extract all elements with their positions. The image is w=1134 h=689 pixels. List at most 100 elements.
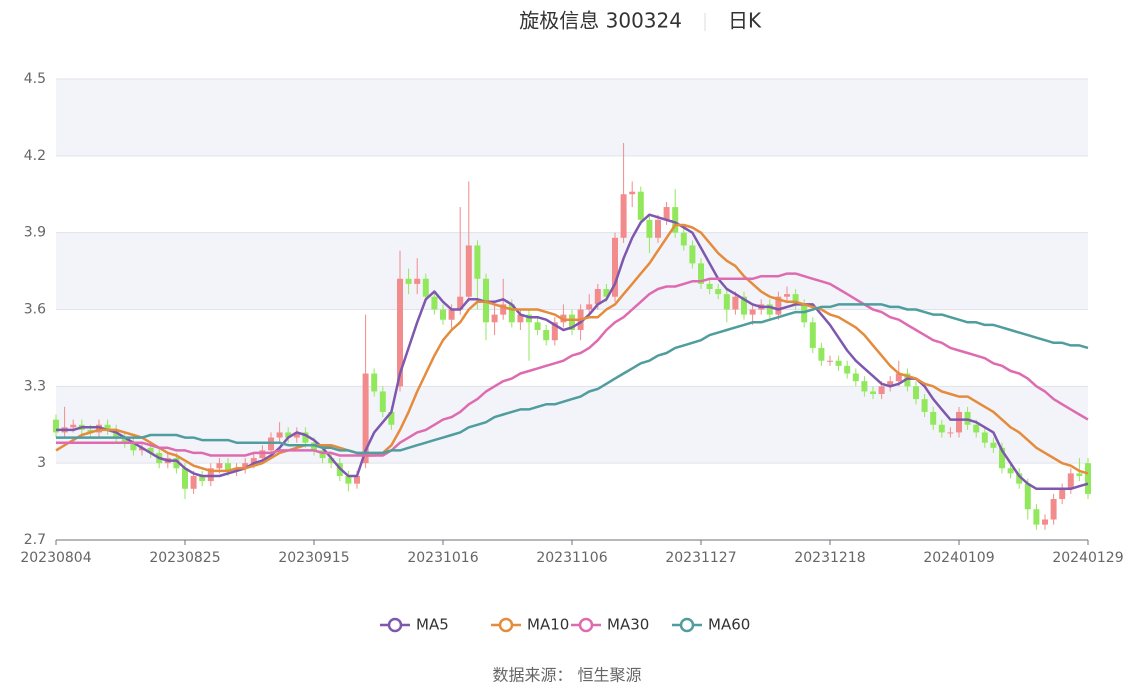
candle	[981, 427, 988, 448]
candle	[293, 427, 300, 443]
candle	[345, 470, 352, 492]
candle	[431, 291, 438, 315]
y-tick-label: 3	[37, 455, 46, 471]
candle-body	[508, 304, 515, 323]
candle	[844, 360, 851, 379]
candle	[104, 419, 111, 435]
y-tick-label: 3.9	[24, 225, 46, 241]
candle-body	[612, 237, 618, 297]
candle-body	[784, 294, 790, 297]
candle-body	[835, 360, 842, 366]
candle	[440, 304, 446, 325]
legend-label: MA60	[708, 616, 750, 634]
candle-body	[534, 322, 541, 330]
candle-body	[491, 314, 498, 323]
candle	[723, 289, 730, 323]
x-tick-label: 20231218	[794, 550, 865, 566]
candle	[775, 291, 782, 320]
candle-body	[913, 386, 919, 400]
legend-marker	[578, 617, 594, 633]
candle-body	[947, 432, 954, 434]
candle-body	[964, 411, 971, 425]
candle-body	[878, 386, 885, 395]
candle-body	[594, 289, 601, 305]
candle-body	[1076, 473, 1083, 476]
candle	[1067, 468, 1074, 494]
y-tick-label: 2.7	[24, 532, 46, 548]
candle-body	[818, 347, 825, 361]
legend-item: MA5	[380, 616, 449, 634]
candle-body	[199, 475, 206, 482]
candle	[620, 143, 627, 243]
candle-body	[414, 278, 421, 284]
x-tick-label: 20230825	[149, 550, 220, 566]
candle	[474, 240, 481, 310]
candle	[741, 291, 747, 320]
candle-body	[362, 373, 369, 464]
source-note: 数据来源： 恒生聚源	[492, 666, 641, 685]
y-tick-label: 4.5	[24, 71, 46, 87]
chart-period: 日K	[728, 9, 762, 33]
candle-body	[1067, 473, 1074, 489]
candle-body	[182, 468, 188, 489]
candle-body	[328, 458, 335, 464]
candle	[861, 376, 868, 397]
candle-body	[1007, 468, 1014, 474]
legend-marker	[387, 617, 403, 633]
candle-body	[981, 432, 988, 443]
candle	[276, 422, 283, 443]
candle-body	[440, 309, 446, 320]
candle	[414, 258, 421, 295]
candle-body	[242, 463, 249, 469]
candle	[362, 314, 369, 469]
candle-body	[732, 296, 739, 310]
candle	[680, 227, 687, 251]
candle	[551, 317, 558, 346]
candle	[870, 386, 876, 400]
candle-body	[121, 437, 128, 443]
candle	[1042, 514, 1048, 530]
legend-label: MA30	[607, 616, 649, 634]
candle-body	[526, 314, 532, 323]
x-tick-label: 20240129	[1052, 550, 1123, 566]
candle	[328, 452, 335, 469]
candle-body	[930, 411, 937, 425]
candle	[405, 268, 412, 295]
candle	[612, 232, 618, 302]
candle	[379, 386, 386, 418]
candle-body	[766, 304, 773, 315]
candle	[121, 432, 128, 448]
candle-body	[680, 232, 687, 246]
ma-line	[56, 272, 1089, 457]
candle	[130, 437, 137, 456]
candle-body	[276, 432, 283, 438]
candle	[646, 214, 653, 254]
candle	[207, 463, 214, 487]
candle	[938, 419, 945, 438]
candle	[655, 214, 661, 243]
candle	[792, 289, 799, 310]
candle	[835, 355, 842, 371]
candle	[543, 324, 550, 346]
candle-body	[474, 245, 481, 279]
candle	[887, 376, 894, 392]
candle-body	[431, 296, 438, 310]
candle-body	[354, 475, 360, 484]
candle-body	[741, 296, 747, 315]
chart-title: 旋极信息 300324	[519, 9, 682, 33]
candle	[457, 207, 464, 315]
x-tick-label: 20240109	[923, 550, 994, 566]
candle	[629, 181, 636, 208]
candle-body	[921, 399, 928, 412]
candle-body	[388, 411, 395, 425]
candle-body	[422, 278, 429, 297]
candle	[784, 286, 790, 302]
x-tick-label: 20231106	[536, 550, 607, 566]
candle-body	[130, 442, 137, 451]
candle-body	[973, 424, 980, 433]
legend-marker	[498, 617, 514, 633]
candle	[956, 406, 962, 438]
candle	[990, 437, 997, 453]
candle	[930, 406, 937, 430]
